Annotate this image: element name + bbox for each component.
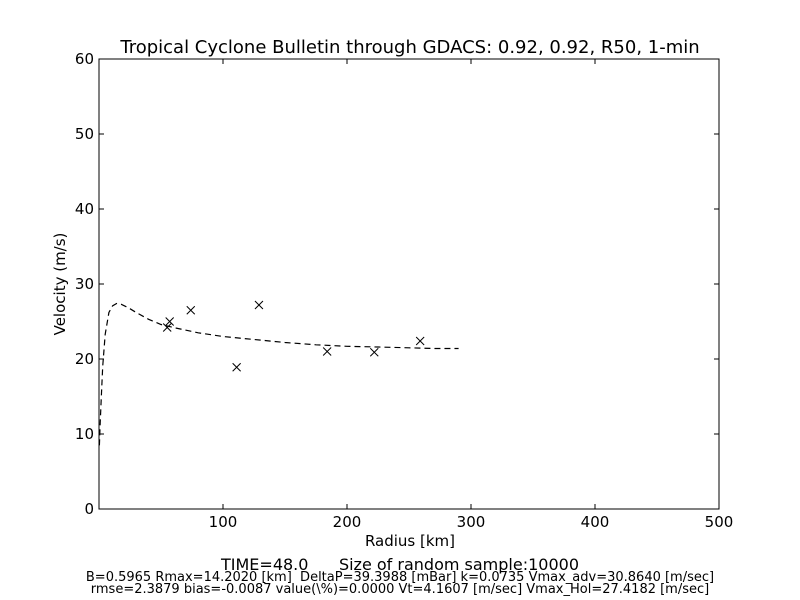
observation-point bbox=[254, 300, 264, 310]
x-tick-label: 500 bbox=[705, 513, 734, 531]
y-tick-label: 20 bbox=[75, 350, 94, 368]
chart-title: Tropical Cyclone Bulletin through GDACS:… bbox=[119, 37, 699, 58]
model-curve bbox=[98, 302, 459, 446]
observation-point bbox=[165, 317, 175, 326]
observation-point bbox=[162, 323, 172, 332]
x-tick-label: 200 bbox=[333, 513, 362, 531]
observation-point bbox=[232, 362, 241, 372]
y-tick-label: 0 bbox=[84, 500, 94, 518]
y-tick-label: 60 bbox=[75, 50, 94, 68]
y-tick-label: 40 bbox=[75, 200, 94, 218]
axis-ticks: 100 200 300 400 500 0 10 20 30 40 50 60 bbox=[75, 50, 733, 531]
plot-frame bbox=[98, 58, 720, 510]
x-tick-label: 300 bbox=[457, 513, 486, 531]
parameters-caption: B=0.5965 Rmax=14.2020 [km] DeltaP=39.398… bbox=[85, 570, 715, 585]
x-axis-label: Radius [km] bbox=[365, 532, 455, 550]
x-tick-label: 400 bbox=[581, 513, 610, 531]
y-tick-label: 10 bbox=[75, 425, 94, 443]
observation-point bbox=[186, 305, 196, 315]
time-sample-caption: TIME=48.0 Size of random sample:10000 bbox=[221, 555, 579, 574]
observation-point bbox=[322, 347, 332, 356]
model-curve-layer bbox=[98, 302, 459, 446]
x-tick-label: 100 bbox=[209, 513, 238, 531]
observation-point bbox=[369, 347, 379, 357]
observation-point bbox=[415, 336, 425, 346]
observation-points-layer bbox=[162, 300, 425, 372]
y-tick-label: 30 bbox=[75, 275, 94, 293]
statistics-caption: rmse=2.3879 bias=-0.0087 value(\%)=0.000… bbox=[90, 582, 710, 597]
y-axis-label: Velocity (m/s) bbox=[51, 233, 69, 336]
y-tick-label: 50 bbox=[75, 125, 94, 143]
